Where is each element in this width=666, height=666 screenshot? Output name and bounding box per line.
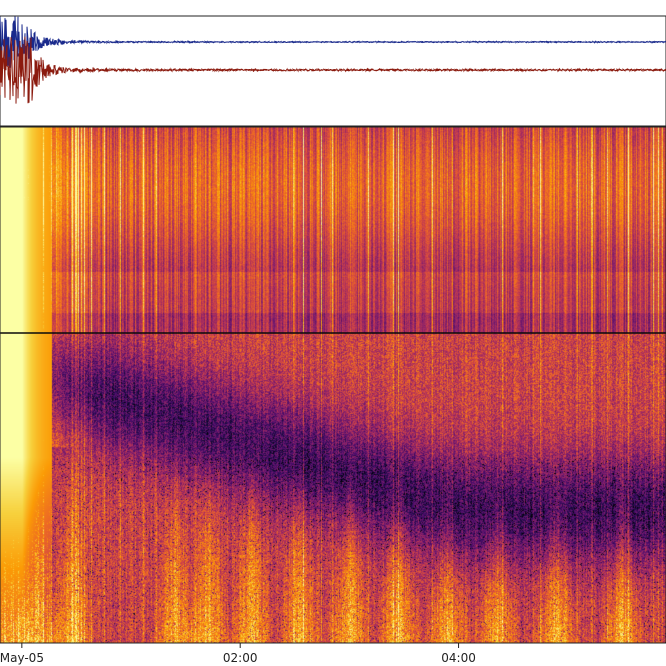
- x-tick-label: May-05: [0, 651, 44, 665]
- spectrogram-panel: [0, 126, 666, 644]
- waveform-trace: [0, 16, 666, 68]
- waveform-trace: [0, 36, 666, 104]
- x-tick-label: 04:00: [441, 651, 476, 665]
- waveform-panel: [0, 15, 666, 127]
- spectrogram-axes-frame: [0, 126, 666, 644]
- x-axis: May-05 02:00 04:00: [0, 643, 476, 665]
- x-tick-label: 02:00: [223, 651, 258, 665]
- spectrogram-heatmap: [0, 127, 666, 643]
